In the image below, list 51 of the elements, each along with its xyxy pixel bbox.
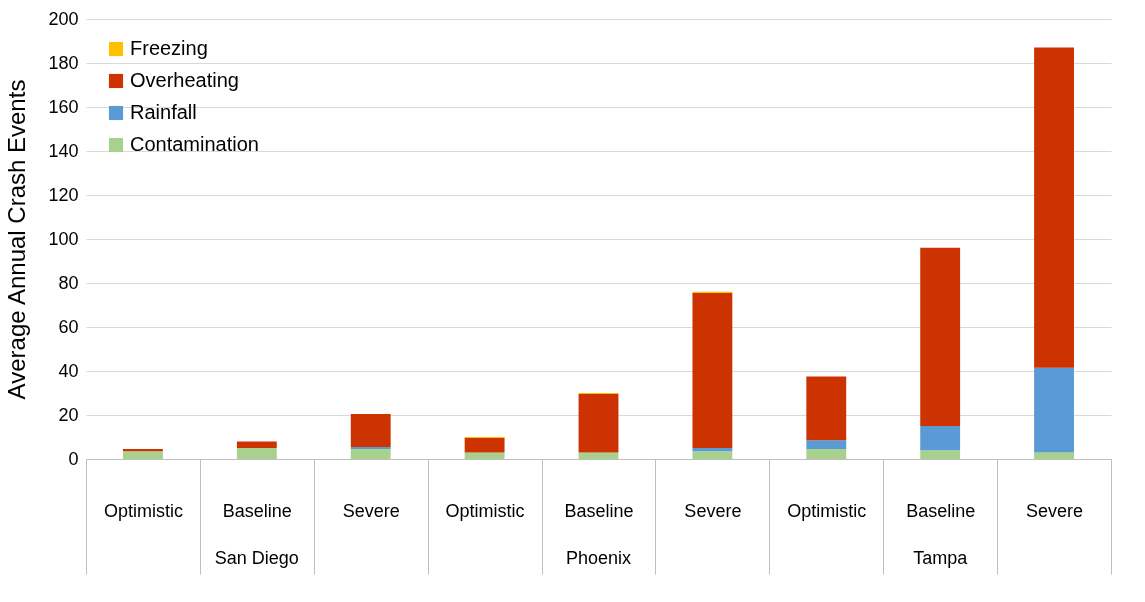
bar <box>350 446 391 450</box>
bar <box>692 292 733 448</box>
y-tick-label: 60 <box>58 316 79 337</box>
legend-label: Rainfall <box>130 101 197 123</box>
bar <box>920 426 961 451</box>
y-tick-label: 140 <box>48 140 79 161</box>
x-tick-label: Severe <box>342 500 400 521</box>
x-tick-label: Baseline <box>906 500 976 521</box>
bar <box>236 441 277 448</box>
bar <box>1034 47 1074 368</box>
y-tick-label: 40 <box>58 360 79 381</box>
bar <box>920 450 961 459</box>
y-tick-label: 20 <box>58 404 79 425</box>
bar <box>350 413 391 447</box>
bar <box>692 451 733 459</box>
bar <box>578 452 619 459</box>
bar <box>806 449 847 459</box>
bar <box>920 247 961 426</box>
x-tick-label: Baseline <box>564 500 634 521</box>
bar <box>123 451 163 459</box>
x-tick-label: Baseline <box>222 500 292 521</box>
y-tick-label: 0 <box>68 448 79 469</box>
bar <box>464 452 505 459</box>
bar <box>578 394 619 453</box>
x-tick-label: Severe <box>684 500 742 521</box>
legend-label: Freezing <box>130 37 208 59</box>
bar <box>350 449 391 459</box>
y-tick-label: 80 <box>58 272 79 293</box>
x-tick-label: Optimistic <box>103 500 183 521</box>
bar <box>464 438 505 453</box>
x-tick-label: Optimistic <box>445 500 525 521</box>
text: San Diego <box>214 548 299 568</box>
bar <box>1034 452 1074 459</box>
bar <box>692 448 733 452</box>
bar <box>123 449 163 452</box>
y-axis-title: Average Annual Crash Events <box>3 79 31 400</box>
y-tick-label: 160 <box>48 96 79 117</box>
bar <box>1034 367 1074 453</box>
bar <box>236 448 277 459</box>
legend-label: Overheating <box>130 69 239 91</box>
y-tick-label: 100 <box>48 228 79 249</box>
legend-label: Contamination <box>130 133 259 155</box>
y-tick-label: 200 <box>48 8 79 29</box>
text: Tampa <box>913 548 969 568</box>
x-tick-label: Optimistic <box>787 500 867 521</box>
text: Phoenix <box>565 548 632 568</box>
x-tick-label: Severe <box>1026 500 1084 521</box>
y-tick-label: 120 <box>48 184 79 205</box>
y-tick-label: 180 <box>48 52 79 73</box>
bar <box>806 440 847 450</box>
bar <box>806 376 847 441</box>
